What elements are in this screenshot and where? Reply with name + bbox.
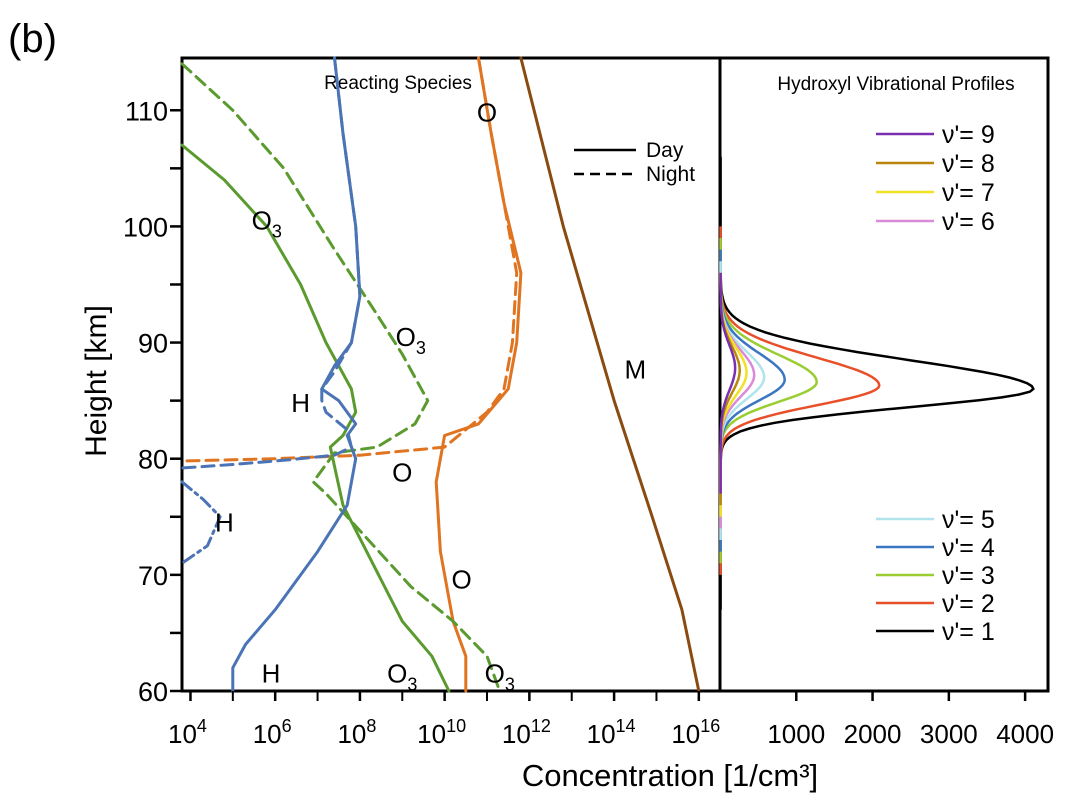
right-x-tick-label-1000: 1000 [767, 719, 825, 749]
y-tick-label-110: 110 [125, 96, 168, 126]
annotation-m-3: M [624, 354, 646, 384]
y-tick-label-100: 100 [123, 212, 168, 242]
series-h-night-lower-7 [180, 480, 222, 565]
right-x-tick-label-4000: 4000 [996, 719, 1054, 749]
vibrational-legend: ν'= 9ν'= 8ν'= 7ν'= 6 ν'= 5ν'= 4ν'= 3ν'= 2… [876, 121, 995, 646]
y-tick-label-80: 80 [138, 445, 168, 475]
vib-legend-label-4: ν'= 5 [942, 506, 995, 534]
right-x-tick-label-3000: 3000 [920, 719, 978, 749]
annotation-h-8: H [262, 659, 281, 689]
x-tick-label-1e14: 1014 [587, 716, 636, 749]
annotation-o-0: O [477, 98, 497, 128]
x-tick-label-1e4: 104 [168, 716, 207, 749]
series-h-night-6 [180, 56, 362, 470]
series-h-day-5 [231, 56, 362, 693]
series-m-day-0 [519, 56, 701, 693]
left-panel-title: Reacting Species [324, 73, 472, 94]
right-panel-frame [718, 56, 1050, 693]
series-o-day-1 [434, 56, 523, 693]
legend-label-day: Day [646, 139, 684, 162]
panel-label: (b) [8, 17, 57, 61]
x-tick-label-1e10: 1010 [417, 716, 466, 749]
annotation-o-7: O [451, 564, 471, 594]
series-o-night-2 [180, 56, 519, 463]
y-tick-label-70: 70 [138, 561, 168, 591]
y-tick-label-60: 60 [138, 677, 168, 707]
y-axis-label: Height [km] [80, 305, 113, 457]
annotation-o3-2: O3 [396, 322, 426, 358]
annotation-o3-10: O3 [485, 659, 515, 695]
x-tick-label-1e16: 1016 [671, 716, 720, 749]
vib-series-4 [719, 249, 786, 552]
vib-legend-label-7: ν'= 2 [942, 590, 995, 618]
vib-legend-label-3: ν'= 6 [942, 208, 995, 236]
vib-legend-label-0: ν'= 9 [942, 121, 995, 149]
right-axis-ticks: 1000 2000 3000 4000 [767, 691, 1054, 749]
hydroxyl-series-layer [719, 156, 1035, 610]
vib-legend-label-8: ν'= 1 [942, 618, 995, 646]
series-o3-night-4 [180, 62, 502, 693]
annotation-o-5: O [392, 458, 412, 488]
annotation-h-4: H [291, 388, 310, 418]
vib-series-9 [719, 272, 737, 494]
species-annotations: O O3 O3 M H O H O H O3 O3 [215, 98, 646, 695]
annotation-h-6: H [215, 508, 234, 538]
y-tick-label-90: 90 [138, 329, 168, 359]
vib-legend-label-6: ν'= 3 [942, 562, 995, 590]
vib-legend-label-2: ν'= 7 [942, 179, 995, 207]
vib-legend-label-1: ν'= 8 [942, 150, 995, 178]
legend-label-night: Night [646, 163, 695, 186]
vib-series-3 [719, 238, 818, 564]
species-series-layer [180, 56, 701, 693]
x-tick-label-1e8: 108 [337, 716, 376, 749]
left-axis-ticks: 60 70 80 90 100 110 104 106 108 1010 1012 1014 1016 [123, 96, 720, 749]
x-axis-label: Concentration [1/cm³] [522, 758, 818, 793]
x-tick-label-1e12: 1012 [502, 716, 551, 749]
series-o3-day-3 [180, 143, 451, 693]
x-tick-label-1e6: 106 [253, 716, 292, 749]
vib-legend-label-5: ν'= 4 [942, 534, 995, 562]
right-panel-title: Hydroxyl Vibrational Profiles [777, 74, 1014, 95]
right-x-tick-label-2000: 2000 [844, 719, 902, 749]
annotation-o3-1: O3 [252, 206, 282, 242]
annotation-o3-9: O3 [387, 659, 417, 695]
